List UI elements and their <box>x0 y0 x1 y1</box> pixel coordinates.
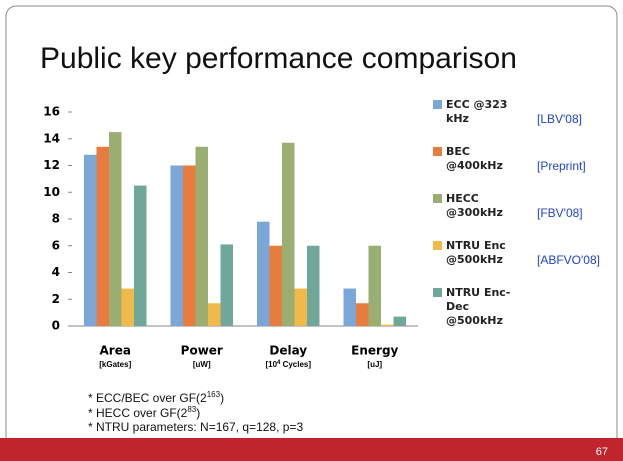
footnote: * NTRU parameters: N=167, q=128, p=3 <box>88 420 303 434</box>
x-tick-label: Power <box>181 344 223 358</box>
footnote-text: * ECC/BEC over GF(2 <box>88 391 207 405</box>
y-tick-label: 0 <box>52 319 60 333</box>
page-number: 67 <box>596 446 608 458</box>
footnote: * ECC/BEC over GF(2163) <box>88 390 224 405</box>
reference: [FBV'08] <box>537 206 583 220</box>
bar <box>269 245 282 326</box>
bar <box>109 132 122 326</box>
legend-label: NTRU Enc-Dec @500kHz <box>446 286 511 327</box>
bar <box>195 146 208 326</box>
legend-swatch <box>433 194 442 203</box>
bar <box>220 244 233 326</box>
reference: [LBV'08] <box>537 112 582 126</box>
footnote-sup: 163 <box>206 390 221 399</box>
bar <box>282 142 295 326</box>
footnote-sup: 83 <box>187 405 197 414</box>
footnote-text: * HECC over GF(2 <box>88 406 188 420</box>
y-tick-label: 2 <box>52 292 60 306</box>
slide-title: Public key performance comparison <box>40 42 517 75</box>
bar <box>343 288 356 326</box>
bar <box>84 154 97 326</box>
bar <box>96 146 109 326</box>
y-tick-label: 10 <box>43 185 60 199</box>
x-tick-label: Area <box>100 344 131 358</box>
bar <box>356 303 369 326</box>
bar <box>121 288 134 326</box>
legend-label: HECC @300kHz <box>446 192 503 219</box>
reference: [Preprint] <box>537 159 586 173</box>
bar <box>381 324 394 326</box>
footnote-text: ) <box>196 406 201 420</box>
bar <box>208 303 221 326</box>
legend-swatch <box>433 100 442 109</box>
x-tick-label: Energy <box>351 344 398 358</box>
x-unit-label: [104 Cycles] <box>265 360 311 370</box>
x-unit-label: [uJ] <box>367 360 382 369</box>
unit-sup: 4 <box>277 360 281 366</box>
bar <box>257 221 270 326</box>
legend-label: NTRU Enc @500kHz <box>446 239 506 266</box>
legend-swatch <box>433 288 442 297</box>
footnote-text: ) <box>220 391 225 405</box>
x-unit-label: [uW] <box>193 360 211 369</box>
legend-label: BEC @400kHz <box>446 145 503 172</box>
unit-text: Cycles] <box>280 360 311 369</box>
bar <box>170 165 183 326</box>
unit-text: [10 <box>265 360 277 369</box>
footnote-text: * NTRU parameters: N=167, q=128, p=3 <box>88 420 304 434</box>
y-tick-label: 8 <box>52 212 60 226</box>
legend-label: ECC @323 kHz <box>446 98 508 125</box>
bar <box>134 185 147 326</box>
bar <box>393 316 406 326</box>
bar <box>183 165 196 326</box>
bar <box>368 245 381 326</box>
bar <box>294 288 307 326</box>
reference: [ABFVO'08] <box>537 253 600 267</box>
y-tick-label: 16 <box>43 105 60 119</box>
x-unit-label: [kGates] <box>99 360 131 369</box>
legend-swatch <box>433 147 442 156</box>
y-tick-label: 12 <box>43 158 60 172</box>
footnote: * HECC over GF(283) <box>88 405 200 420</box>
y-tick-label: 6 <box>52 238 60 252</box>
footer-band <box>0 438 623 461</box>
legend-swatch <box>433 241 442 250</box>
y-tick-label: 4 <box>52 265 60 279</box>
x-tick-label: Delay <box>269 344 307 358</box>
y-tick-label: 14 <box>43 131 60 145</box>
bar <box>307 245 320 326</box>
